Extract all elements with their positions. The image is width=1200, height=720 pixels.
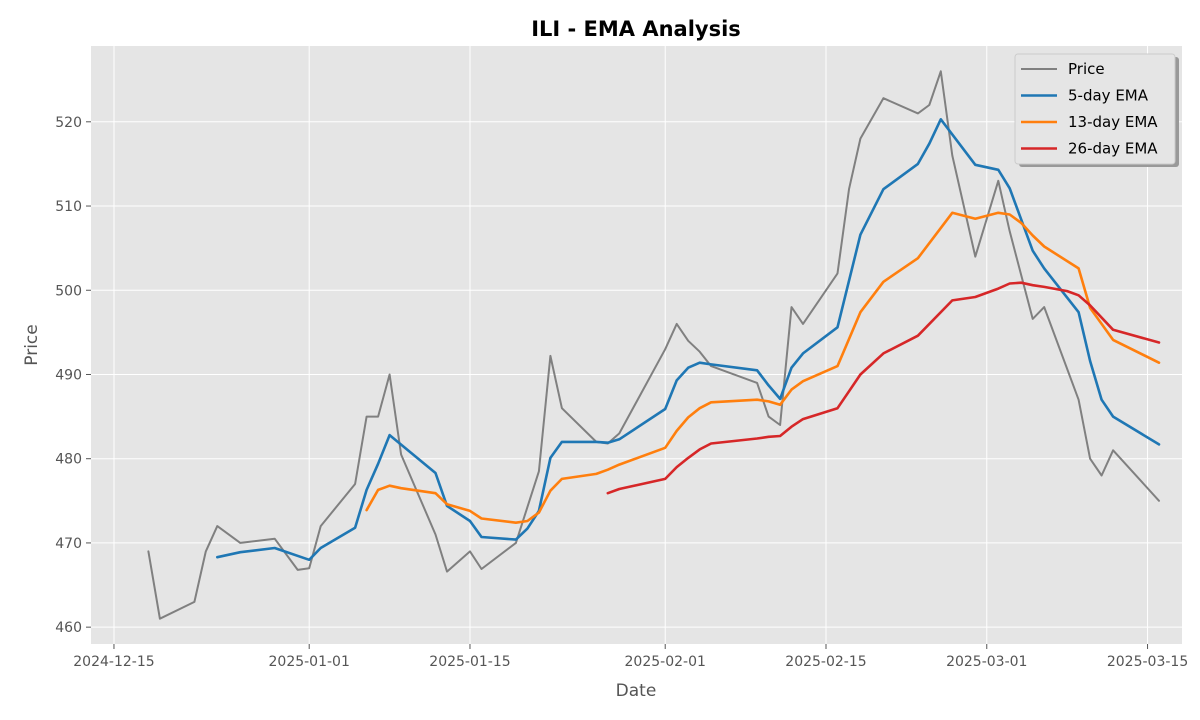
x-tick-label: 2024-12-15 (73, 654, 154, 670)
series-line-5-day-ema (216, 118, 1161, 562)
y-tick-label: 510 (55, 199, 82, 215)
legend: Price 5-day EMA 13-day EMA 26-day EMA (1014, 53, 1179, 167)
x-tick-label: 2025-02-15 (785, 654, 866, 670)
legend-items: Price 5-day EMA 13-day EMA 26-day EMA (1021, 60, 1158, 158)
x-tick-label: 2025-02-01 (625, 654, 706, 670)
y-tick-label: 460 (55, 620, 82, 636)
series-line-13-day-ema (365, 211, 1161, 525)
x-axis-ticks: 2024-12-15 2025-01-01 2025-01-15 2025-02-01… (73, 644, 1188, 670)
legend-label-13-day-ema: 13-day EMA (1068, 113, 1158, 131)
y-axis-ticks: 460 470 480 490 500 510 520 (55, 115, 91, 636)
y-tick-label: 480 (55, 452, 82, 468)
chart-title: ILI - EMA Analysis (531, 17, 741, 41)
x-tick-label: 2025-03-15 (1107, 654, 1188, 670)
series-line-price (147, 70, 1160, 620)
y-tick-label: 490 (55, 367, 82, 383)
legend-box (1014, 53, 1176, 165)
series-line-26-day-ema (606, 281, 1161, 495)
plot-background (91, 46, 1182, 644)
series-lines (147, 70, 1161, 620)
legend-label-price: Price (1068, 60, 1105, 78)
legend-label-26-day-ema: 26-day EMA (1068, 140, 1158, 158)
x-axis-label: Date (616, 681, 657, 701)
legend-label-5-day-ema: 5-day EMA (1068, 87, 1149, 105)
y-tick-label: 470 (55, 536, 82, 552)
x-tick-label: 2025-03-01 (946, 654, 1027, 670)
x-tick-label: 2025-01-15 (429, 654, 510, 670)
y-axis-label: Price (22, 324, 42, 365)
x-tick-label: 2025-01-01 (269, 654, 350, 670)
y-tick-label: 500 (55, 283, 82, 299)
y-tick-label: 520 (55, 115, 82, 131)
